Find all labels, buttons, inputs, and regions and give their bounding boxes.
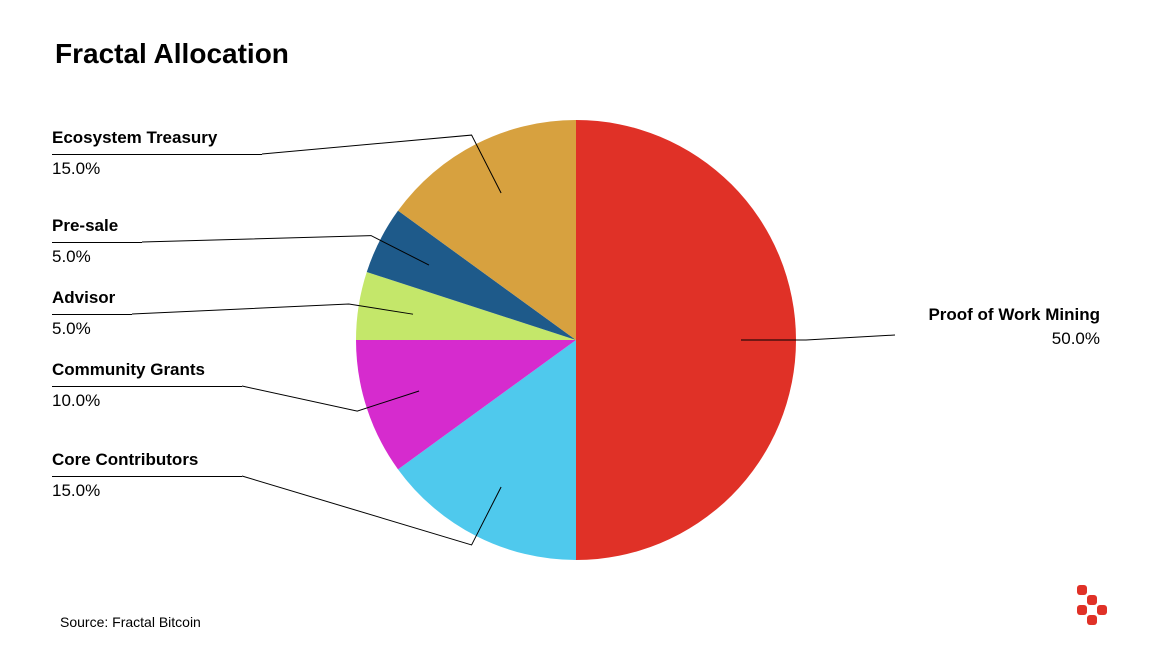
label-pre-sale: Pre-sale 5.0% (52, 216, 142, 267)
label-community-grants: Community Grants 10.0% (52, 360, 242, 411)
label-divider (52, 386, 242, 387)
label-divider (52, 314, 132, 315)
label-value: 15.0% (52, 481, 242, 501)
label-core-contributors: Core Contributors 15.0% (52, 450, 242, 501)
label-divider (52, 476, 242, 477)
label-name: Ecosystem Treasury (52, 128, 262, 148)
fractal-logo-icon (1061, 581, 1121, 634)
label-divider (52, 242, 142, 243)
label-value: 5.0% (52, 319, 132, 339)
label-name: Advisor (52, 288, 132, 308)
label-value: 15.0% (52, 159, 262, 179)
label-ecosystem-treasury: Ecosystem Treasury 15.0% (52, 128, 262, 179)
label-name: Core Contributors (52, 450, 242, 470)
label-advisor: Advisor 5.0% (52, 288, 132, 339)
label-divider (52, 154, 262, 155)
label-value: 10.0% (52, 391, 242, 411)
label-value: 5.0% (52, 247, 142, 267)
label-name: Community Grants (52, 360, 242, 380)
source-text: Source: Fractal Bitcoin (60, 614, 201, 630)
label-value: 50.0% (900, 329, 1100, 349)
label-name: Proof of Work Mining (900, 305, 1100, 325)
label-proof-of-work: Proof of Work Mining 50.0% (900, 305, 1100, 349)
label-name: Pre-sale (52, 216, 142, 236)
